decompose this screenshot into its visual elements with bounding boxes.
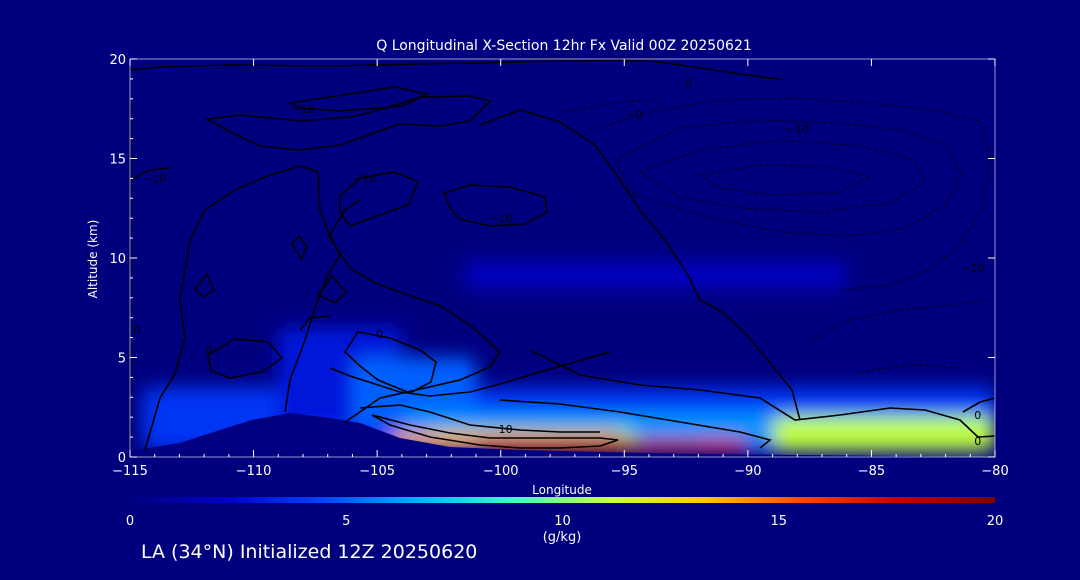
- colorbar-tick-label: 15: [770, 514, 787, 529]
- y-tick-label: 0: [118, 451, 126, 466]
- contour-label: −10: [786, 123, 809, 136]
- dashed-contour: [698, 164, 872, 196]
- contour-line: [359, 404, 600, 433]
- y-axis: 0 5 10 15 20: [109, 53, 995, 466]
- terrain-mask: [130, 413, 995, 457]
- colorbar-tick-label: 0: [126, 514, 134, 529]
- contour-label: −10: [143, 172, 166, 185]
- colorbar-tick-label: 20: [987, 514, 1004, 529]
- contour-label: 0: [685, 77, 692, 90]
- dashed-contour: [638, 139, 926, 213]
- humidity-region: [463, 261, 847, 288]
- contour-line: [499, 399, 772, 449]
- x-tick-label: −90: [734, 464, 761, 479]
- contour-label: −10: [291, 103, 314, 116]
- negative-contour-lines: [559, 97, 991, 373]
- contour-line: [962, 397, 995, 413]
- contour-line: [130, 167, 171, 181]
- contour-label: 10: [499, 423, 513, 436]
- y-tick-label: 20: [109, 53, 126, 68]
- dashed-contour: [614, 119, 963, 237]
- y-axis-label: Altitude (km): [86, 220, 100, 299]
- plot-content: −10 −10 −10 −10 −10 −10 0 −0 0 0 0 10 0 0: [130, 59, 995, 457]
- x-tick-label: −105: [359, 464, 395, 479]
- dashed-contour: [559, 97, 661, 113]
- y-tick-label: 5: [118, 352, 126, 367]
- contour-label: 0: [206, 344, 213, 357]
- chart-subtitle: LA (34°N) Initialized 12Z 20250620: [141, 541, 478, 563]
- contour-line: [204, 95, 492, 151]
- contour-line: [442, 184, 548, 227]
- contour-line: [144, 165, 502, 451]
- contour-line: [339, 171, 420, 227]
- contour-label: −10: [961, 262, 984, 275]
- x-tick-label: −95: [611, 464, 638, 479]
- y-tick-label: 10: [109, 252, 126, 267]
- chart-title: Q Longitudinal X-Section 12hr Fx Valid 0…: [376, 38, 752, 54]
- x-tick-label: −115: [112, 464, 148, 479]
- contour-label: 0: [974, 409, 981, 422]
- contour-label: −10: [489, 212, 512, 225]
- contour-line: [529, 349, 995, 438]
- humidity-region: [525, 443, 699, 454]
- contour-line: [130, 59, 786, 81]
- contour-label: 0: [134, 324, 141, 337]
- contour-labels: −10 −10 −10 −10 −10 −10 0 −0 0 0 0 10 0 0: [134, 77, 984, 448]
- contour-line: [291, 234, 308, 261]
- dashed-contour: [809, 299, 986, 341]
- contour-line: [299, 315, 331, 331]
- contour-line: [343, 331, 437, 394]
- contour-line: [284, 199, 361, 413]
- x-tick-label: −110: [236, 464, 272, 479]
- x-tick-label: −80: [981, 464, 1008, 479]
- humidity-region: [772, 417, 995, 452]
- contour-line: [287, 86, 430, 112]
- contour-line: [207, 338, 284, 379]
- colorbar: [130, 497, 995, 503]
- colorbar-label: (g/kg): [543, 530, 582, 545]
- contour-line: [193, 272, 216, 299]
- x-axis: −115 −110 −105 −100 −95 −90 −85 −80: [112, 59, 1009, 479]
- dashed-contour: [589, 97, 991, 291]
- contour-lines: [130, 59, 995, 451]
- contour-line: [479, 109, 801, 421]
- x-tick-label: −100: [483, 464, 519, 479]
- contour-label: −0: [626, 109, 642, 122]
- x-axis-label: Longitude: [532, 483, 592, 497]
- colorbar-tick-label: 10: [554, 514, 571, 529]
- contour-line: [316, 274, 348, 304]
- contour-label: 0: [376, 328, 383, 341]
- x-tick-label: −85: [858, 464, 885, 479]
- contour-label: −10: [353, 172, 376, 185]
- colorbar-tick-label: 5: [342, 514, 350, 529]
- humidity-region: [352, 357, 476, 428]
- colorbar-ticks: 0 5 10 15 20: [126, 514, 1003, 529]
- dashed-contour: [859, 364, 961, 373]
- y-tick-label: 15: [109, 153, 126, 168]
- contour-line: [371, 414, 619, 449]
- contour-line: [329, 351, 611, 397]
- contour-label: 0: [974, 435, 981, 448]
